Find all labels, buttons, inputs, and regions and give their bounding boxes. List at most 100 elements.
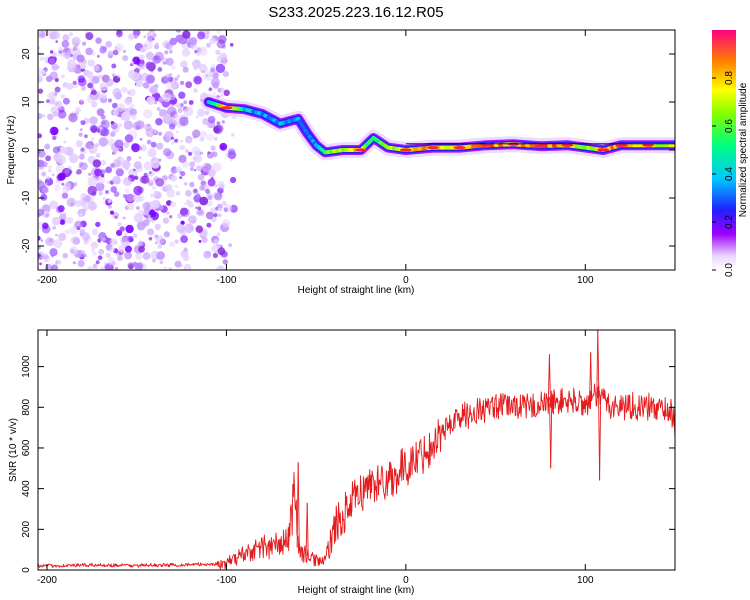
noise-speckle xyxy=(206,42,211,48)
noise-speckle xyxy=(163,61,167,65)
noise-speckle xyxy=(45,155,51,162)
colorbar-gradient xyxy=(712,30,736,270)
noise-speckle xyxy=(216,30,221,34)
noise-speckle xyxy=(149,179,154,184)
spectrogram-xtick-label: -200 xyxy=(37,275,57,286)
noise-speckle xyxy=(213,238,219,245)
noise-speckle xyxy=(116,229,123,236)
noise-speckle xyxy=(175,191,181,196)
noise-speckle xyxy=(107,50,115,57)
noise-speckle xyxy=(205,211,214,220)
noise-speckle xyxy=(133,30,141,37)
noise-speckle xyxy=(38,246,41,250)
noise-speckle xyxy=(84,134,88,139)
noise-speckle xyxy=(135,252,143,260)
noise-speckle xyxy=(162,40,171,49)
noise-speckle xyxy=(116,30,123,38)
noise-speckle xyxy=(41,171,47,177)
snr-ytick-label: 0 xyxy=(21,567,32,573)
noise-speckle xyxy=(100,114,106,120)
noise-speckle xyxy=(112,109,119,116)
noise-speckle xyxy=(175,103,181,108)
noise-speckle xyxy=(138,63,145,70)
noise-speckle xyxy=(214,192,223,201)
noise-speckle xyxy=(198,240,202,243)
noise-speckle xyxy=(98,248,105,255)
noise-speckle xyxy=(153,190,159,195)
noise-speckle xyxy=(129,104,135,110)
spectrogram-xtick-label: 0 xyxy=(403,275,409,286)
noise-speckle xyxy=(95,260,100,265)
noise-speckle xyxy=(99,192,103,195)
noise-speckle xyxy=(149,85,158,95)
noise-speckle xyxy=(174,138,179,143)
noise-speckle xyxy=(185,81,193,89)
noise-speckle xyxy=(77,259,85,268)
noise-speckle xyxy=(119,226,125,232)
noise-speckle xyxy=(49,129,53,133)
noise-speckle xyxy=(148,171,152,175)
ridge-peak xyxy=(615,143,628,147)
noise-speckle xyxy=(137,194,145,202)
snr-line xyxy=(38,383,675,570)
snr-xtick-label: -100 xyxy=(216,575,236,586)
noise-speckle xyxy=(210,77,220,87)
colorbar-label: Normalized spectral amplitude xyxy=(738,82,749,217)
noise-speckle xyxy=(180,220,185,225)
noise-speckle xyxy=(177,107,183,114)
noise-speckle xyxy=(75,106,81,113)
noise-speckle xyxy=(40,193,48,201)
noise-speckle xyxy=(171,65,176,70)
noise-speckle xyxy=(197,173,205,181)
noise-speckle xyxy=(95,182,105,192)
noise-speckle xyxy=(146,96,156,105)
noise-speckle xyxy=(81,200,91,210)
noise-speckle xyxy=(207,178,216,187)
noise-speckle xyxy=(103,261,107,266)
noise-speckle xyxy=(80,63,86,70)
noise-speckle xyxy=(201,162,212,172)
noise-speckle xyxy=(100,174,105,178)
noise-speckle xyxy=(52,146,61,154)
noise-speckle xyxy=(222,61,228,67)
noise-speckle xyxy=(89,116,98,125)
noise-speckle xyxy=(84,64,87,68)
noise-speckle xyxy=(194,169,197,172)
noise-speckle xyxy=(38,72,43,81)
noise-speckle xyxy=(206,124,210,128)
noise-speckle xyxy=(52,111,59,117)
noise-speckle xyxy=(58,46,64,52)
snr-ylabel: SNR (10 * v/v) xyxy=(8,418,19,482)
noise-speckle xyxy=(230,159,233,162)
noise-speckle xyxy=(146,32,152,37)
noise-speckle xyxy=(212,92,216,96)
noise-speckle xyxy=(96,108,105,117)
noise-speckle xyxy=(214,184,218,188)
noise-speckle xyxy=(133,185,143,196)
noise-speckle xyxy=(55,233,58,237)
noise-speckle xyxy=(217,247,226,256)
noise-speckle xyxy=(168,267,172,270)
snr-spike xyxy=(306,502,309,556)
noise-speckle xyxy=(107,198,112,204)
noise-speckle xyxy=(216,232,221,237)
noise-speckle xyxy=(91,126,98,133)
noise-speckle xyxy=(99,93,104,98)
noise-speckle xyxy=(52,135,57,141)
noise-speckle xyxy=(157,244,162,249)
noise-speckle xyxy=(95,221,101,228)
colorbar: 0.0 0.2 0.4 0.6 0.8 Normalized spectral ampl… xyxy=(712,30,749,277)
noise-speckle xyxy=(64,229,70,235)
noise-speckle xyxy=(169,123,176,130)
noise-speckle xyxy=(155,118,163,126)
noise-speckle xyxy=(113,159,121,167)
noise-speckle xyxy=(38,51,42,56)
noise-speckle xyxy=(67,50,72,55)
noise-speckle xyxy=(212,162,222,172)
noise-speckle xyxy=(124,251,133,260)
ridge-peak xyxy=(426,146,439,150)
noise-speckle xyxy=(57,205,65,213)
noise-speckle xyxy=(163,148,172,157)
noise-speckle xyxy=(221,120,225,124)
